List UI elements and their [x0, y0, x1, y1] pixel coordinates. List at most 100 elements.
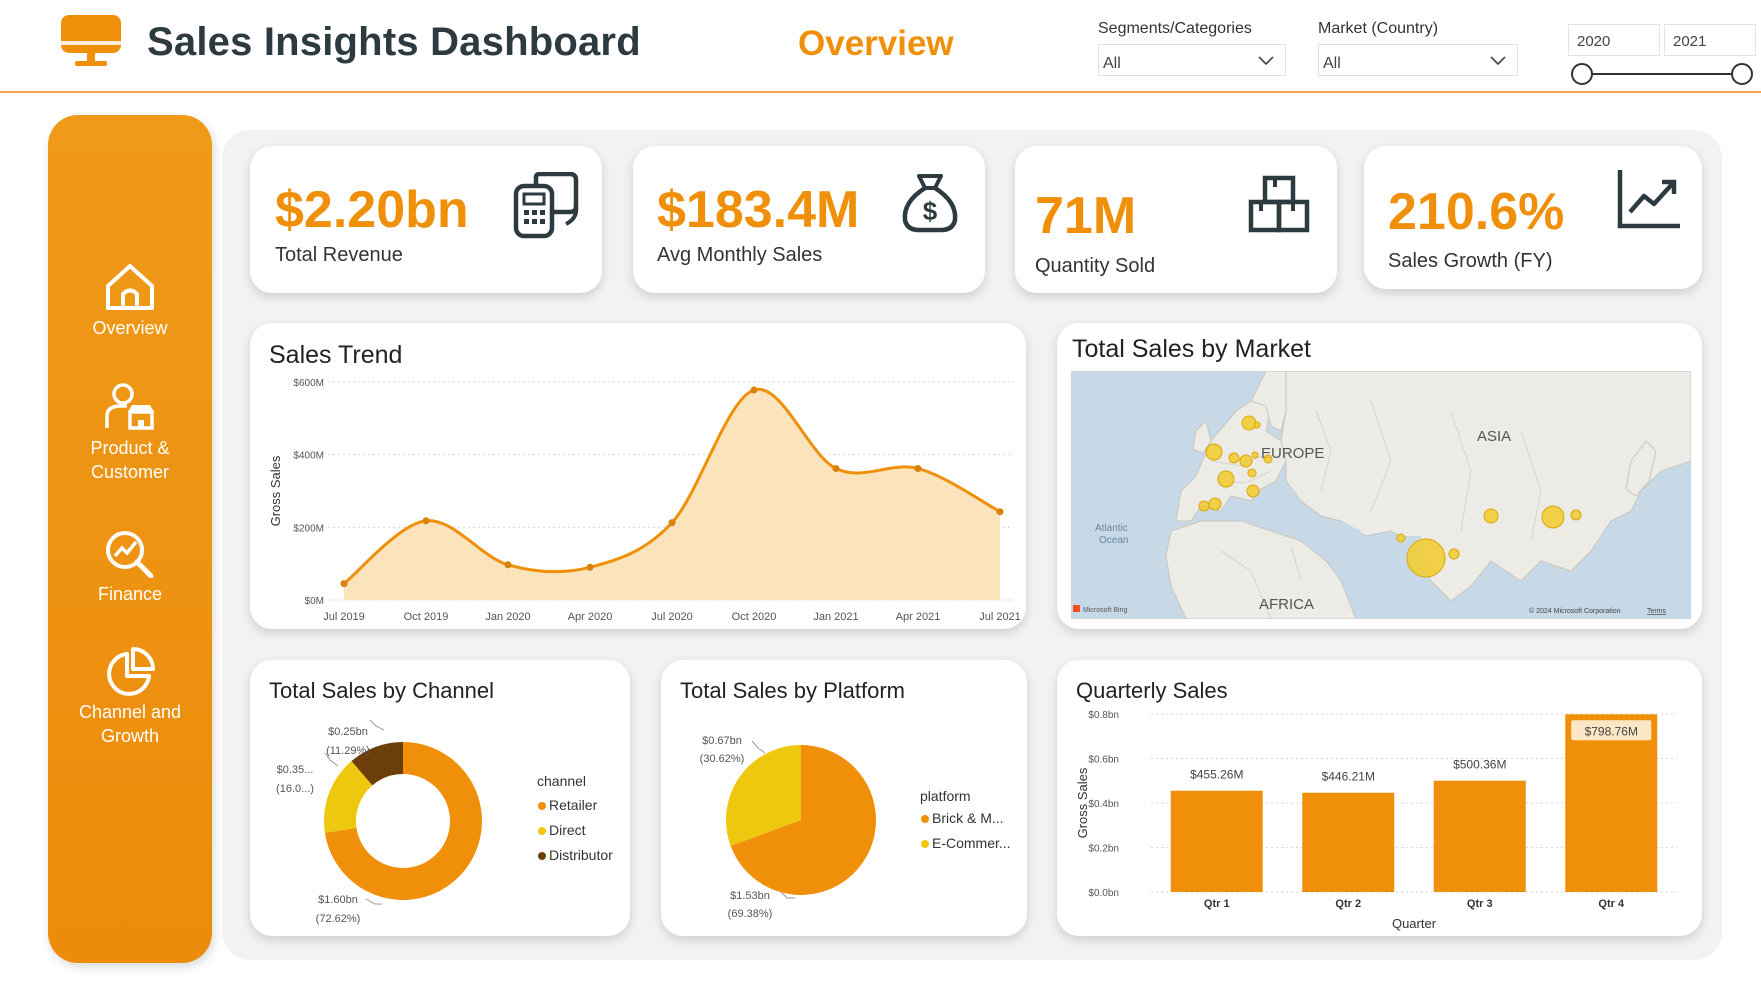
y-axis-title: Gross Sales — [1075, 767, 1090, 838]
bar-qtr-2[interactable] — [1302, 792, 1395, 892]
map-label-africa: AFRICA — [1259, 596, 1314, 613]
market-bubble[interactable] — [1241, 415, 1257, 431]
nav-channel-growth[interactable]: Channel and Growth — [48, 646, 212, 748]
kpi-label: Total Revenue — [275, 244, 403, 266]
market-bubble[interactable] — [1263, 454, 1273, 464]
legend-marker — [921, 840, 929, 848]
pie-slice-e-commerce[interactable] — [726, 745, 801, 846]
year-slider-start-handle[interactable] — [1571, 63, 1593, 85]
market-bubble[interactable] — [1198, 500, 1210, 512]
kpi-label: Quantity Sold — [1035, 255, 1156, 277]
mediterranean — [1221, 501, 1296, 529]
market-bubble[interactable] — [1570, 509, 1582, 521]
legend-item[interactable]: E-Commer... — [932, 835, 1011, 851]
market-bubble[interactable] — [1541, 505, 1565, 529]
channel-donut-chart[interactable]: $1.60bn (72.62%) $0.35... (16.0...) $0.25bn (… — [250, 660, 630, 936]
kpi-card-quantity-sold: 71M Quantity Sold — [1015, 146, 1337, 293]
year-slider-track[interactable] — [1582, 73, 1742, 75]
market-bubble[interactable] — [1251, 451, 1259, 459]
market-bubble[interactable] — [1239, 454, 1253, 468]
market-bubble[interactable] — [1217, 470, 1235, 488]
market-map[interactable]: EUROPE ASIA AFRICA Atlantic Ocean — [1071, 371, 1691, 619]
market-bubble[interactable] — [1208, 497, 1222, 511]
start-year-input[interactable]: 2020 — [1568, 24, 1660, 56]
data-point[interactable] — [996, 508, 1004, 516]
market-dropdown-value: All — [1323, 55, 1341, 72]
market-bubble[interactable] — [1406, 538, 1446, 578]
data-point[interactable] — [586, 563, 594, 571]
pie-data-label: $0.67bn — [702, 735, 742, 747]
map-terms-link[interactable]: Terms — [1647, 608, 1667, 615]
pie-slice-brick-mortar[interactable] — [730, 745, 876, 895]
kpi-label: Avg Monthly Sales — [657, 244, 823, 266]
donut-data-label: $0.35... — [277, 764, 314, 776]
donut-data-label-pct: (16.0...) — [276, 783, 314, 795]
bar-qtr-1[interactable] — [1170, 790, 1263, 892]
bar-qtr-4[interactable] — [1565, 714, 1658, 892]
finance-search-icon — [106, 531, 154, 578]
platform-pie-chart[interactable]: $1.53bn (69.38%) $0.67bn (30.62%) platform Br… — [661, 660, 1027, 936]
legend-item[interactable]: Direct — [549, 822, 586, 838]
data-point[interactable] — [504, 561, 512, 569]
market-bubble[interactable] — [1247, 468, 1257, 478]
end-year-input[interactable]: 2021 — [1664, 24, 1756, 56]
bing-logo-icon — [1073, 605, 1080, 612]
y-tick-label: $400M — [293, 451, 324, 462]
segments-dropdown[interactable]: All — [1098, 44, 1286, 76]
bar-data-label: $455.26M — [1190, 768, 1243, 782]
leader-line — [365, 898, 382, 905]
red-sea — [1336, 521, 1371, 576]
quarterly-bar-chart[interactable]: $0.0bn $0.2bn $0.4bn $0.6bn $0.8bn Gross Sale… — [1057, 660, 1702, 936]
legend-marker — [538, 852, 546, 860]
sales-trend-card: Sales Trend $0M $200M $400M $600M Jul 2019 Oc… — [250, 323, 1026, 629]
data-point[interactable] — [832, 464, 840, 472]
legend-item[interactable]: Brick & M... — [932, 810, 1004, 826]
page-title: Overview — [798, 24, 954, 63]
nav-finance[interactable]: Finance — [48, 528, 212, 606]
kpi-value: 210.6% — [1388, 183, 1565, 241]
data-point[interactable] — [340, 580, 348, 588]
donut-slice-direct[interactable] — [324, 761, 373, 833]
market-bubble[interactable] — [1246, 484, 1260, 498]
market-bubble[interactable] — [1253, 421, 1261, 429]
market-bubble[interactable] — [1448, 548, 1460, 560]
user-store-icon — [105, 383, 154, 430]
sales-trend-chart[interactable]: $0M $200M $400M $600M Jul 2019 Oct 2019 Jan 20… — [250, 323, 1026, 629]
kpi-card-sales-growth: 210.6% Sales Growth (FY) — [1364, 146, 1702, 289]
y-tick-label: $0.2bn — [1088, 844, 1119, 855]
y-tick-label: $600M — [293, 378, 324, 389]
nav-overview[interactable]: Overview — [48, 262, 212, 340]
svg-text:$: $ — [923, 196, 938, 226]
year-slider-end-handle[interactable] — [1731, 63, 1753, 85]
market-bubble[interactable] — [1205, 443, 1223, 461]
x-tick-label: Apr 2020 — [568, 611, 613, 623]
pie-data-label: $1.53bn — [730, 890, 770, 902]
money-bag-icon: $ — [902, 174, 958, 233]
bar-data-label: $798.76M — [1585, 724, 1638, 738]
donut-slice-retailer[interactable] — [324, 742, 482, 900]
bar-qtr-3[interactable] — [1433, 780, 1526, 892]
market-dropdown[interactable]: All — [1318, 44, 1518, 76]
japan-landmass — [1625, 440, 1657, 497]
market-bubble[interactable] — [1396, 533, 1406, 543]
market-bubble[interactable] — [1228, 452, 1240, 464]
nav-product-customer[interactable]: Product & Customer — [48, 382, 212, 484]
pie-chart-icon — [107, 647, 155, 696]
legend-item[interactable]: Retailer — [549, 797, 598, 813]
bar-data-label: $500.36M — [1453, 758, 1506, 772]
data-point[interactable] — [750, 386, 758, 394]
data-point[interactable] — [668, 519, 676, 527]
x-tick-label: Jan 2021 — [813, 611, 858, 623]
market-bubble[interactable] — [1483, 508, 1499, 524]
market-bubbles — [1198, 415, 1582, 578]
legend-item[interactable]: Distributor — [549, 847, 613, 863]
kpi-value: $183.4M — [657, 181, 860, 239]
donut-slice-distributor[interactable] — [351, 742, 403, 786]
data-point[interactable] — [914, 464, 922, 472]
x-tick-label: Apr 2021 — [896, 611, 941, 623]
asia-landmass — [1280, 371, 1691, 602]
nav-channel-growth-label-1: Channel and — [78, 702, 182, 722]
legend-marker — [538, 802, 546, 810]
sales-trend-title: Sales Trend — [269, 341, 403, 369]
data-point[interactable] — [422, 517, 430, 525]
